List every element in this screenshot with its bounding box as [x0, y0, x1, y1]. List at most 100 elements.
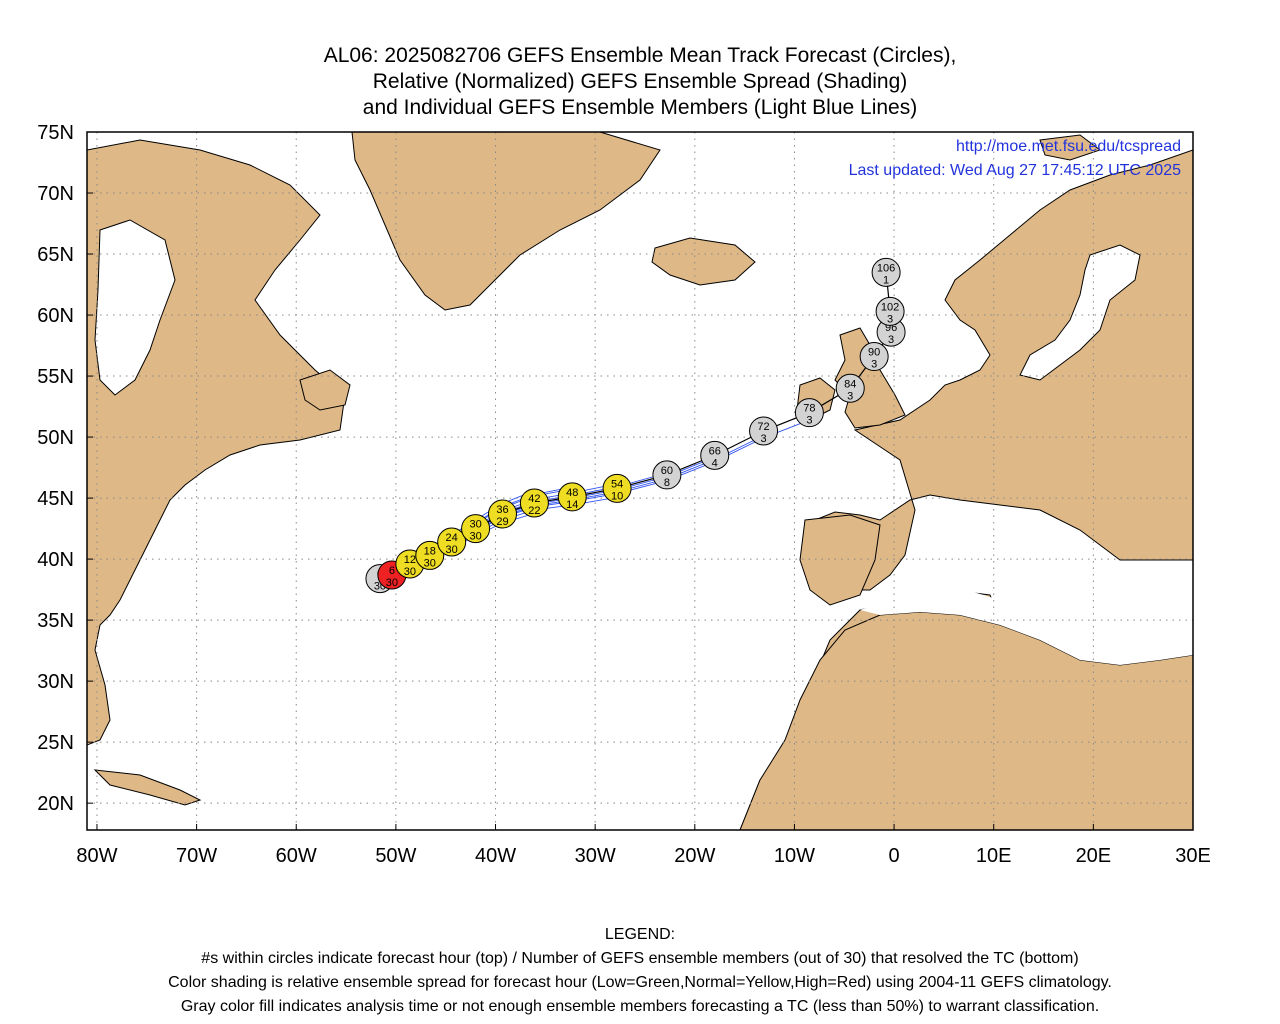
forecast-circle-shape — [415, 540, 445, 570]
track-map: 0306301230183024303030362942224814541060… — [37, 122, 1211, 867]
forecast-circle: 783 — [794, 398, 824, 428]
forecast-hour-label: 24 — [446, 532, 458, 544]
member-count-label: 4 — [712, 457, 718, 469]
forecast-hour-label: 78 — [803, 403, 815, 415]
forecast-circle-shape — [461, 514, 491, 544]
lat-tick-label: 35N — [37, 610, 74, 632]
lon-tick-label: 30E — [1175, 845, 1211, 867]
lat-tick-label: 60N — [37, 305, 74, 327]
lat-tick-label: 55N — [37, 366, 74, 388]
lon-tick-label: 80W — [76, 845, 117, 867]
forecast-circle-shape — [871, 257, 901, 287]
lat-tick-label: 75N — [37, 122, 74, 144]
forecast-hour-label: 12 — [404, 554, 416, 566]
forecast-hour-label: 54 — [611, 478, 623, 490]
lat-tick-label: 45N — [37, 488, 74, 510]
forecast-circle-shape — [487, 499, 517, 529]
forecast-circle-shape — [557, 482, 587, 512]
member-count-label: 22 — [528, 505, 540, 517]
lon-tick-label: 30W — [575, 845, 616, 867]
forecast-hour-label: 72 — [757, 421, 769, 433]
member-count-label: 3 — [806, 415, 812, 427]
forecast-hour-label: 102 — [881, 301, 899, 313]
newfoundland-landmass — [299, 369, 351, 411]
member-count-label: 3 — [847, 390, 853, 402]
member-count-label: 30 — [424, 557, 436, 569]
lat-tick-label: 20N — [37, 793, 74, 815]
lon-tick-label: 10W — [774, 845, 815, 867]
baltic-sea — [1019, 244, 1141, 381]
forecast-hour-label: 60 — [661, 465, 673, 477]
lon-tick-label: 20W — [674, 845, 715, 867]
forecast-circle-shape — [437, 527, 467, 557]
forecast-circle: 664 — [700, 440, 730, 470]
forecast-hour-label: 90 — [868, 347, 880, 359]
lat-tick-label: 40N — [37, 549, 74, 571]
member-count-label: 30 — [386, 577, 398, 589]
member-count-label: 10 — [611, 490, 623, 502]
iberia-landmass — [799, 514, 881, 606]
forecast-circle-shape — [859, 342, 889, 372]
legend-heading: LEGEND: — [604, 926, 676, 943]
member-count-label: 30 — [404, 566, 416, 578]
lon-tick-label: 10E — [976, 845, 1012, 867]
forecast-circle-shape — [835, 373, 865, 403]
forecast-circle: 608 — [652, 460, 682, 490]
lon-tick-label: 50W — [375, 845, 416, 867]
legend-line-3: Gray color fill indicates analysis time … — [180, 998, 1100, 1015]
lat-tick-label: 30N — [37, 671, 74, 693]
forecast-hour-label: 48 — [566, 487, 578, 499]
chart-title-line-2: Relative (Normalized) GEFS Ensemble Spre… — [372, 70, 908, 93]
legend-line-1: #s within circles indicate forecast hour… — [201, 950, 1079, 967]
hudson-bay — [94, 219, 176, 396]
forecast-circle-shape — [519, 488, 549, 518]
member-count-label: 3 — [888, 334, 894, 346]
lon-tick-label: 40W — [475, 845, 516, 867]
forecast-hour-label: 30 — [469, 519, 481, 531]
member-count-label: 3 — [887, 313, 893, 325]
forecast-hour-label: 36 — [496, 504, 508, 516]
forecast-hour-label: 18 — [424, 545, 436, 557]
legend-line-2: Color shading is relative ensemble sprea… — [168, 974, 1112, 991]
latitude-labels: 75N 70N 65N 60N 55N 50N 45N 40N 35N 30N 25N 20N — [37, 122, 93, 815]
forecast-circle-shape — [652, 460, 682, 490]
member-count-label: 1 — [883, 274, 889, 286]
mediterranean-sea — [860, 588, 1193, 665]
lat-tick-label: 65N — [37, 244, 74, 266]
member-count-label: 8 — [664, 477, 670, 489]
forecast-circle: 903 — [859, 342, 889, 372]
source-url[interactable]: http://moe.met.fsu.edu/tcspread — [956, 138, 1181, 155]
forecast-hour-label: 42 — [528, 493, 540, 505]
arctic-island — [1039, 134, 1102, 161]
member-count-label: 30 — [469, 531, 481, 543]
forecast-hour-label: 106 — [877, 262, 895, 274]
member-count-label: 30 — [446, 544, 458, 556]
member-count-label: 14 — [566, 499, 578, 511]
last-updated-text: Last updated: Wed Aug 27 17:45:12 UTC 20… — [849, 162, 1181, 179]
member-count-label: 29 — [496, 516, 508, 528]
forecast-circle-shape — [700, 440, 730, 470]
forecast-circle-shape — [794, 398, 824, 428]
plot-frame — [86, 131, 1194, 831]
lat-tick-label: 50N — [37, 427, 74, 449]
longitude-labels: 80W 70W 60W 50W 40W 30W 20W 10W 0 10E 20E 30E — [76, 824, 1211, 867]
lon-tick-label: 0 — [889, 845, 900, 867]
chart-title-line-1: AL06: 2025082706 GEFS Ensemble Mean Trac… — [323, 44, 957, 67]
forecast-hour-label: 84 — [844, 378, 856, 390]
member-count-label: 3 — [760, 433, 766, 445]
iceland-landmass — [651, 237, 756, 286]
forecast-circle: 843 — [835, 373, 865, 403]
forecast-circle: 723 — [749, 416, 779, 446]
lon-tick-label: 70W — [176, 845, 217, 867]
land-layer — [87, 132, 1193, 830]
lon-tick-label: 20E — [1076, 845, 1112, 867]
forecast-hour-label: 66 — [709, 445, 721, 457]
